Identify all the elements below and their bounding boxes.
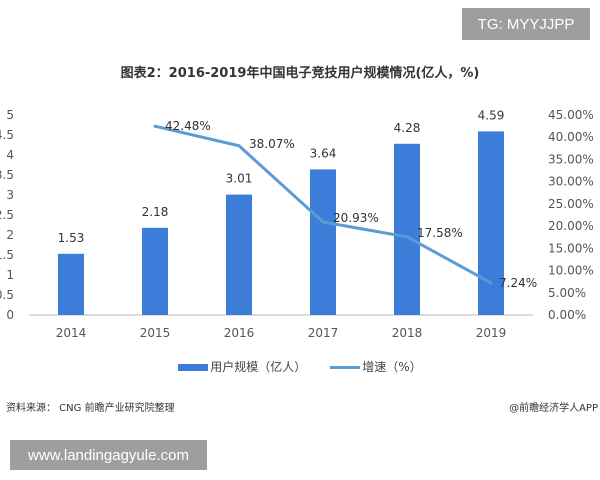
x-tick: 2014 xyxy=(56,326,87,340)
growth-point xyxy=(405,235,409,239)
growth-label: 20.93% xyxy=(333,211,379,225)
legend-bar: 用户规模（亿人） xyxy=(178,358,306,375)
bar-label: 3.01 xyxy=(226,172,253,186)
x-tick: 2016 xyxy=(224,326,255,340)
legend: 用户规模（亿人） 增速（%） xyxy=(0,358,600,375)
right-tick: 5.00% xyxy=(548,286,586,300)
left-tick: 3.5 xyxy=(0,168,14,182)
chart-title: 图表2：2016-2019年中国电子竞技用户规模情况(亿人，%) xyxy=(120,66,480,81)
bar-label: 1.53 xyxy=(58,231,85,245)
bar-label: 2.18 xyxy=(142,205,169,219)
chart: 0 0.5 1 1.5 2 2.5 3 3.5 4 4.5 5 0.00% 5.00% 10.00% 15.… xyxy=(0,108,594,340)
bar xyxy=(226,194,252,315)
bar xyxy=(394,143,420,315)
right-tick: 0.00% xyxy=(548,308,586,322)
right-tick: 25.00% xyxy=(548,197,594,211)
credit: @前瞻经济学人APP xyxy=(509,403,598,414)
left-tick: 5 xyxy=(6,108,14,122)
left-tick: 2.5 xyxy=(0,208,14,222)
left-tick: 0.5 xyxy=(0,288,14,302)
bar-label: 4.28 xyxy=(394,121,421,135)
source-note: 资料来源： CNG 前瞻产业研究院整理 xyxy=(6,403,175,414)
legend-line: 增速（%） xyxy=(330,358,422,375)
x-tick: 2019 xyxy=(476,326,507,340)
right-tick: 45.00% xyxy=(548,108,594,122)
left-tick: 1.5 xyxy=(0,248,14,262)
bar xyxy=(58,253,84,315)
growth-point xyxy=(153,124,157,128)
growth-point xyxy=(237,144,241,148)
x-tick: 2017 xyxy=(308,326,339,340)
growth-label: 38.07% xyxy=(249,137,295,151)
right-tick: 15.00% xyxy=(548,241,594,255)
bar xyxy=(478,131,504,315)
line-swatch xyxy=(330,366,361,369)
bar-swatch xyxy=(178,364,209,371)
growth-label: 17.58% xyxy=(417,226,463,240)
right-tick: 10.00% xyxy=(548,264,594,278)
legend-bar-label: 用户规模（亿人） xyxy=(210,360,307,374)
right-tick: 20.00% xyxy=(548,219,594,233)
left-tick: 4 xyxy=(6,148,14,162)
left-tick: 1 xyxy=(6,268,14,282)
right-tick: 30.00% xyxy=(548,175,594,189)
url-watermark: www.landingagyule.com xyxy=(10,440,207,470)
bar-label: 4.59 xyxy=(478,108,505,122)
right-tick: 40.00% xyxy=(548,130,594,144)
left-tick: 0 xyxy=(6,308,14,322)
legend-line-label: 增速（%） xyxy=(362,360,422,374)
growth-point xyxy=(321,220,325,224)
left-tick: 2 xyxy=(6,228,14,242)
bar xyxy=(310,169,336,315)
left-tick: 4.5 xyxy=(0,128,14,142)
growth-point xyxy=(489,281,493,285)
x-tick: 2018 xyxy=(392,326,423,340)
right-tick: 35.00% xyxy=(548,152,594,166)
growth-label: 7.24% xyxy=(499,276,537,290)
bar xyxy=(142,227,168,315)
growth-label: 42.48% xyxy=(165,119,211,133)
x-tick: 2015 xyxy=(140,326,171,340)
left-tick: 3 xyxy=(6,188,14,202)
bar-label: 3.64 xyxy=(310,146,337,160)
tg-watermark: TG: MYYJJPP xyxy=(462,8,590,40)
